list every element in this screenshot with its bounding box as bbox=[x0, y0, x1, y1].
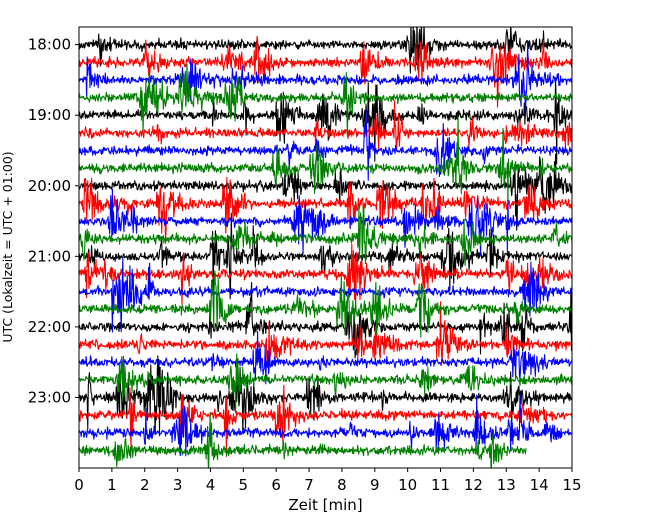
x-tick-label: 5 bbox=[239, 476, 249, 494]
trace-line bbox=[79, 115, 572, 201]
trace-line bbox=[79, 353, 572, 414]
y-tick-label: 18:00 bbox=[28, 36, 71, 54]
trace-line bbox=[79, 243, 572, 305]
y-tick-label: 22:00 bbox=[28, 318, 71, 336]
trace-line bbox=[79, 412, 527, 468]
trace-line bbox=[79, 205, 572, 267]
trace-line bbox=[79, 384, 572, 458]
x-tick-label: 3 bbox=[173, 476, 183, 494]
x-tick-label: 14 bbox=[530, 476, 549, 494]
y-tick-label: 20:00 bbox=[28, 177, 71, 195]
y-tick-label: 21:00 bbox=[28, 247, 71, 265]
trace-line bbox=[79, 282, 572, 359]
y-axis-ticks: 18:00 19:00 20:00 21:00 22:00 23:00 bbox=[28, 36, 79, 406]
x-tick-label: 15 bbox=[562, 476, 581, 494]
y-tick-label: 19:00 bbox=[28, 106, 71, 124]
trace-line bbox=[79, 355, 572, 436]
trace-line bbox=[79, 35, 572, 108]
trace-line bbox=[79, 270, 572, 338]
x-tick-label: 12 bbox=[464, 476, 483, 494]
trace-line bbox=[79, 100, 572, 151]
trace-line bbox=[79, 27, 572, 74]
trace-line bbox=[79, 109, 572, 181]
x-tick-label: 10 bbox=[398, 476, 417, 494]
trace-line bbox=[79, 78, 572, 165]
plot-frame bbox=[78, 26, 573, 469]
x-axis-label: Zeit [min] bbox=[288, 496, 362, 514]
trace-line bbox=[79, 63, 572, 137]
trace-line bbox=[79, 176, 572, 244]
x-tick-label: 11 bbox=[431, 476, 450, 494]
x-tick-label: 0 bbox=[74, 476, 84, 494]
trace-line bbox=[79, 394, 572, 457]
trace-line bbox=[79, 153, 572, 231]
traces-group bbox=[79, 27, 572, 468]
trace-line bbox=[79, 301, 572, 368]
y-axis-label: UTC (Lokalzeit = UTC + 01:00) bbox=[0, 151, 15, 342]
trace-line bbox=[79, 330, 572, 385]
x-tick-label: 13 bbox=[497, 476, 516, 494]
y-tick-label: 23:00 bbox=[28, 388, 71, 406]
x-tick-label: 8 bbox=[337, 476, 347, 494]
x-axis-ticks: 0 1 2 3 4 5 6 7 8 9 10 11 12 13 14 15 bbox=[74, 468, 582, 494]
x-tick-label: 2 bbox=[140, 476, 150, 494]
trace-line bbox=[79, 40, 572, 118]
trace-line bbox=[79, 212, 572, 308]
x-tick-label: 4 bbox=[206, 476, 216, 494]
trace-line bbox=[79, 188, 572, 256]
x-tick-label: 7 bbox=[304, 476, 314, 494]
x-tick-label: 1 bbox=[107, 476, 117, 494]
x-tick-label: 9 bbox=[370, 476, 380, 494]
x-tick-label: 6 bbox=[271, 476, 281, 494]
trace-line bbox=[79, 257, 572, 333]
